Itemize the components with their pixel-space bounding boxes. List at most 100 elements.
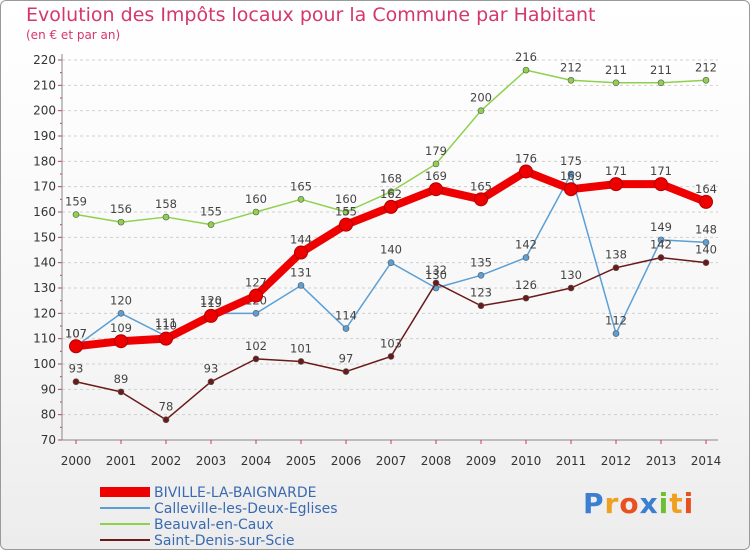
data-label: 179 [425,144,447,158]
data-point [612,79,620,87]
data-point [207,221,215,228]
legend-label-calleville-les-deux-eglises: Calleville-les-Deux-Eglises [154,501,338,517]
x-tick-label: 2005 [286,454,317,468]
data-label: 169 [425,169,447,183]
y-tick-label: 180 [33,154,56,168]
data-point [294,245,308,260]
data-point [702,259,710,266]
x-tick-label: 2012 [601,454,632,468]
data-point [252,310,260,317]
data-point [564,182,578,197]
data-label: 112 [605,314,627,328]
data-label: 89 [114,372,129,386]
data-point [657,79,665,87]
data-point [69,339,83,354]
x-tick-label: 2014 [691,454,722,468]
data-label: 160 [245,192,267,206]
data-point [297,358,305,365]
data-label: 127 [245,276,267,290]
data-point [162,416,170,424]
data-label: 155 [335,205,357,219]
logo-letter: i [683,487,695,520]
data-label: 103 [380,336,402,350]
data-point [657,254,665,261]
data-point [252,208,260,216]
data-point [117,388,125,396]
data-point [114,334,128,349]
legend-label-biville-la-baignarde: BIVILLE-LA-BAIGNARDE [154,485,316,501]
data-label: 158 [155,197,177,211]
data-point [702,76,710,84]
data-point [567,284,575,292]
data-label: 135 [470,255,492,269]
proxiti-logo: Proxiti [583,487,694,520]
data-point [117,310,125,317]
y-tick-label: 70 [41,433,56,447]
data-label: 97 [339,352,354,366]
data-label: 165 [470,179,492,193]
data-point [612,264,620,272]
data-point [204,308,218,323]
data-label: 211 [650,63,672,77]
data-label: 140 [695,243,717,257]
data-label: 107 [65,326,87,340]
data-label: 175 [560,154,582,168]
data-label: 164 [695,182,717,196]
data-point [522,294,530,302]
data-label: 212 [560,60,582,74]
y-tick-label: 170 [33,180,56,194]
data-label: 171 [650,164,672,178]
y-tick-label: 150 [33,230,56,244]
data-point [162,213,170,221]
data-label: 142 [515,238,537,252]
data-label: 144 [290,233,312,247]
data-label: 120 [110,293,132,307]
data-label: 142 [650,238,672,252]
data-label: 138 [605,248,627,262]
y-tick-label: 130 [33,281,56,295]
x-tick-label: 2013 [646,454,677,468]
logo-letter: o [619,487,640,520]
data-point [609,177,623,192]
data-label: 171 [605,164,627,178]
x-tick-label: 2002 [151,454,182,468]
data-label: 130 [560,268,582,282]
data-label: 149 [650,220,672,234]
logo-letter: P [583,487,605,520]
x-tick-label: 2007 [376,454,407,468]
data-point [252,355,260,363]
data-point [432,160,440,168]
data-point [477,107,485,114]
data-point [339,217,353,232]
logo-letter: t [669,487,684,520]
chart-title: Evolution des Impôts locaux pour la Comm… [26,4,596,26]
data-point [657,236,665,244]
data-label: 132 [425,263,447,277]
data-label: 148 [695,222,717,236]
data-point [702,239,710,246]
data-label: 131 [290,265,312,279]
data-point [249,288,263,303]
data-label: 200 [470,91,492,105]
data-point [342,208,350,216]
data-label: 176 [515,151,537,165]
y-tick-label: 140 [33,256,56,270]
data-point [567,76,575,84]
data-label: 114 [335,309,357,323]
y-tick-label: 190 [33,129,56,143]
legend-label-beauval-en-caux: Beauval-en-Caux [154,517,274,533]
data-label: 140 [380,243,402,257]
data-label: 155 [200,205,222,219]
data-label: 212 [695,60,717,74]
logo-letter: i [658,487,670,520]
x-tick-label: 2003 [196,454,227,468]
data-point [429,182,443,197]
logo-letter: r [604,487,620,520]
data-label: 211 [605,63,627,77]
data-point [387,259,395,266]
data-label: 169 [560,169,582,183]
data-point [522,254,530,261]
y-tick-label: 100 [33,357,56,371]
x-tick-label: 2004 [241,454,272,468]
